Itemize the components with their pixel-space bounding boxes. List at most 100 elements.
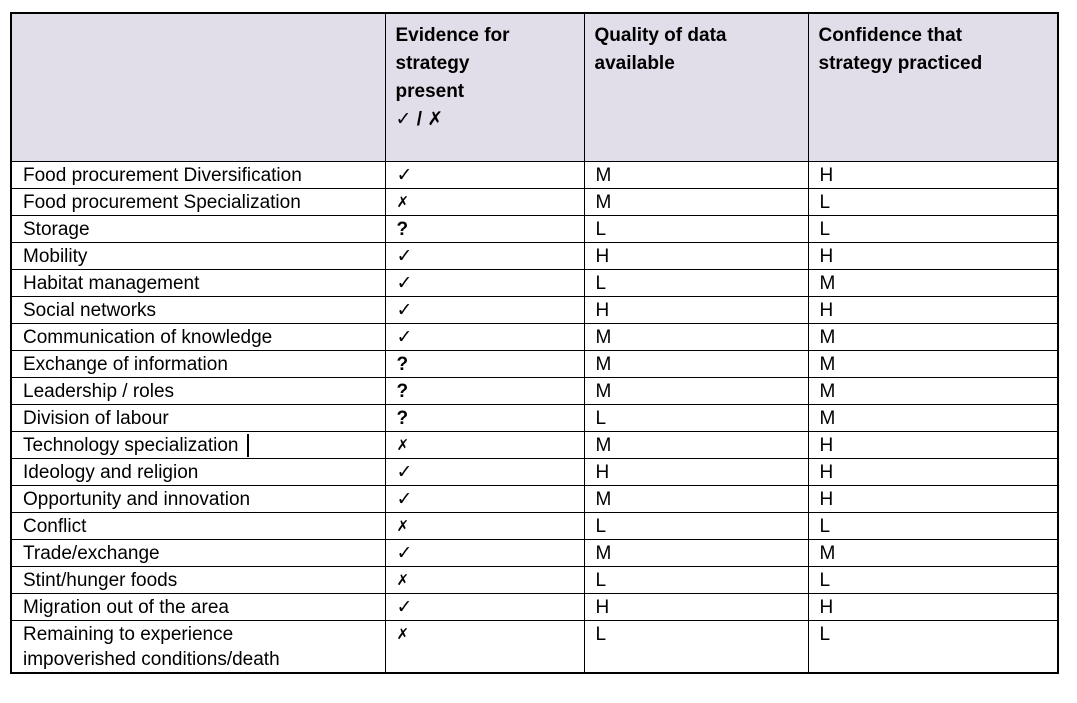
row-label-cell[interactable]: Food procurement Diversification (10, 160, 386, 189)
table-row: Technology specialization ✗ M H (10, 430, 1059, 459)
table-row: Remaining to experience impoverished con… (10, 619, 1059, 673)
quality-cell[interactable]: M (583, 430, 809, 459)
table-row: Social networks ✓ H H (10, 295, 1059, 324)
row-label-cell[interactable]: Ideology and religion (10, 457, 386, 486)
row-label-cell[interactable]: Migration out of the area (10, 592, 386, 621)
text-cursor (247, 433, 249, 457)
column-header-confidence[interactable]: Confidence that strategy practiced (807, 12, 1059, 162)
evidence-cell[interactable]: ? (384, 376, 585, 405)
evidence-cell[interactable]: ✓ (384, 457, 585, 486)
quality-cell[interactable]: M (583, 538, 809, 567)
evidence-cell[interactable]: ✗ (384, 187, 585, 216)
evidence-cell[interactable]: ✗ (384, 619, 585, 673)
table-row: Mobility ✓ H H (10, 241, 1059, 270)
quality-cell[interactable]: M (583, 160, 809, 189)
table-row: Ideology and religion ✓ H H (10, 457, 1059, 486)
evidence-cell[interactable]: ✗ (384, 565, 585, 594)
row-label-cell[interactable]: Storage (10, 214, 386, 243)
table-row: Migration out of the area ✓ H H (10, 592, 1059, 621)
quality-cell[interactable]: H (583, 457, 809, 486)
confidence-cell[interactable]: L (807, 187, 1059, 216)
table-row: Exchange of information ? M M (10, 349, 1059, 378)
row-label-cell[interactable]: Conflict (10, 511, 386, 540)
row-label-cell[interactable]: Exchange of information (10, 349, 386, 378)
column-header-evidence[interactable]: Evidence for strategy present ✓ / ✗ (384, 12, 585, 162)
column-header-blank[interactable] (10, 12, 386, 162)
confidence-cell[interactable]: H (807, 592, 1059, 621)
evidence-cell[interactable]: ✓ (384, 592, 585, 621)
evidence-cell[interactable]: ? (384, 403, 585, 432)
evidence-cell[interactable]: ✗ (384, 511, 585, 540)
evidence-cell[interactable]: ✓ (384, 241, 585, 270)
row-label-cell[interactable]: Opportunity and innovation (10, 484, 386, 513)
confidence-cell[interactable]: H (807, 295, 1059, 324)
row-label-cell[interactable]: Technology specialization (10, 430, 386, 459)
row-label-cell[interactable]: Leadership / roles (10, 376, 386, 405)
header-row: Evidence for strategy present ✓ / ✗ Qual… (10, 12, 1059, 162)
confidence-cell[interactable]: L (807, 511, 1059, 540)
row-label-cell[interactable]: Remaining to experience impoverished con… (10, 619, 386, 673)
row-label-cell[interactable]: Social networks (10, 295, 386, 324)
strategies-table: Evidence for strategy present ✓ / ✗ Qual… (10, 12, 1059, 674)
row-label-cell[interactable]: Habitat management (10, 268, 386, 297)
row-label-cell[interactable]: Mobility (10, 241, 386, 270)
quality-cell[interactable]: H (583, 241, 809, 270)
evidence-cell[interactable]: ✓ (384, 160, 585, 189)
evidence-cell[interactable]: ✓ (384, 322, 585, 351)
table-header: Evidence for strategy present ✓ / ✗ Qual… (10, 12, 1059, 162)
confidence-cell[interactable]: M (807, 538, 1059, 567)
table-body: Food procurement Diversification ✓ M H F… (10, 160, 1059, 673)
quality-cell[interactable]: L (583, 511, 809, 540)
evidence-cell[interactable]: ✓ (384, 538, 585, 567)
table-row: Division of labour ? L M (10, 403, 1059, 432)
confidence-cell[interactable]: H (807, 241, 1059, 270)
quality-cell[interactable]: H (583, 295, 809, 324)
row-label-cell[interactable]: Stint/hunger foods (10, 565, 386, 594)
column-header-quality[interactable]: Quality of data available (583, 12, 809, 162)
evidence-cell[interactable]: ✗ (384, 430, 585, 459)
quality-cell[interactable]: L (583, 565, 809, 594)
confidence-cell[interactable]: L (807, 214, 1059, 243)
evidence-cell[interactable]: ? (384, 349, 585, 378)
quality-cell[interactable]: H (583, 592, 809, 621)
confidence-cell[interactable]: M (807, 268, 1059, 297)
quality-cell[interactable]: M (583, 484, 809, 513)
confidence-cell[interactable]: M (807, 322, 1059, 351)
table-row: Communication of knowledge ✓ M M (10, 322, 1059, 351)
quality-cell[interactable]: L (583, 214, 809, 243)
evidence-cell[interactable]: ✓ (384, 484, 585, 513)
quality-cell[interactable]: L (583, 619, 809, 673)
table-row: Conflict ✗ L L (10, 511, 1059, 540)
row-label: Technology specialization (23, 434, 239, 456)
quality-cell[interactable]: M (583, 349, 809, 378)
table-row: Trade/exchange ✓ M M (10, 538, 1059, 567)
evidence-cell[interactable]: ✓ (384, 268, 585, 297)
quality-cell[interactable]: L (583, 268, 809, 297)
table-row: Stint/hunger foods ✗ L L (10, 565, 1059, 594)
row-label-cell[interactable]: Food procurement Specialization (10, 187, 386, 216)
confidence-cell[interactable]: H (807, 430, 1059, 459)
confidence-cell[interactable]: H (807, 457, 1059, 486)
row-label-cell[interactable]: Communication of knowledge (10, 322, 386, 351)
confidence-cell[interactable]: M (807, 349, 1059, 378)
table-row: Habitat management ✓ L M (10, 268, 1059, 297)
table-row: Food procurement Specialization ✗ M L (10, 187, 1059, 216)
row-label-cell[interactable]: Trade/exchange (10, 538, 386, 567)
quality-cell[interactable]: M (583, 376, 809, 405)
table-row: Food procurement Diversification ✓ M H (10, 160, 1059, 189)
table-row: Leadership / roles ? M M (10, 376, 1059, 405)
confidence-cell[interactable]: M (807, 376, 1059, 405)
confidence-cell[interactable]: L (807, 565, 1059, 594)
confidence-cell[interactable]: M (807, 403, 1059, 432)
quality-cell[interactable]: M (583, 187, 809, 216)
confidence-cell[interactable]: H (807, 484, 1059, 513)
confidence-cell[interactable]: H (807, 160, 1059, 189)
evidence-legend: ✓ / ✗ (395, 109, 444, 130)
quality-cell[interactable]: L (583, 403, 809, 432)
evidence-cell[interactable]: ? (384, 214, 585, 243)
evidence-cell[interactable]: ✓ (384, 295, 585, 324)
row-label-cell[interactable]: Division of labour (10, 403, 386, 432)
confidence-cell[interactable]: L (807, 619, 1059, 673)
quality-cell[interactable]: M (583, 322, 809, 351)
